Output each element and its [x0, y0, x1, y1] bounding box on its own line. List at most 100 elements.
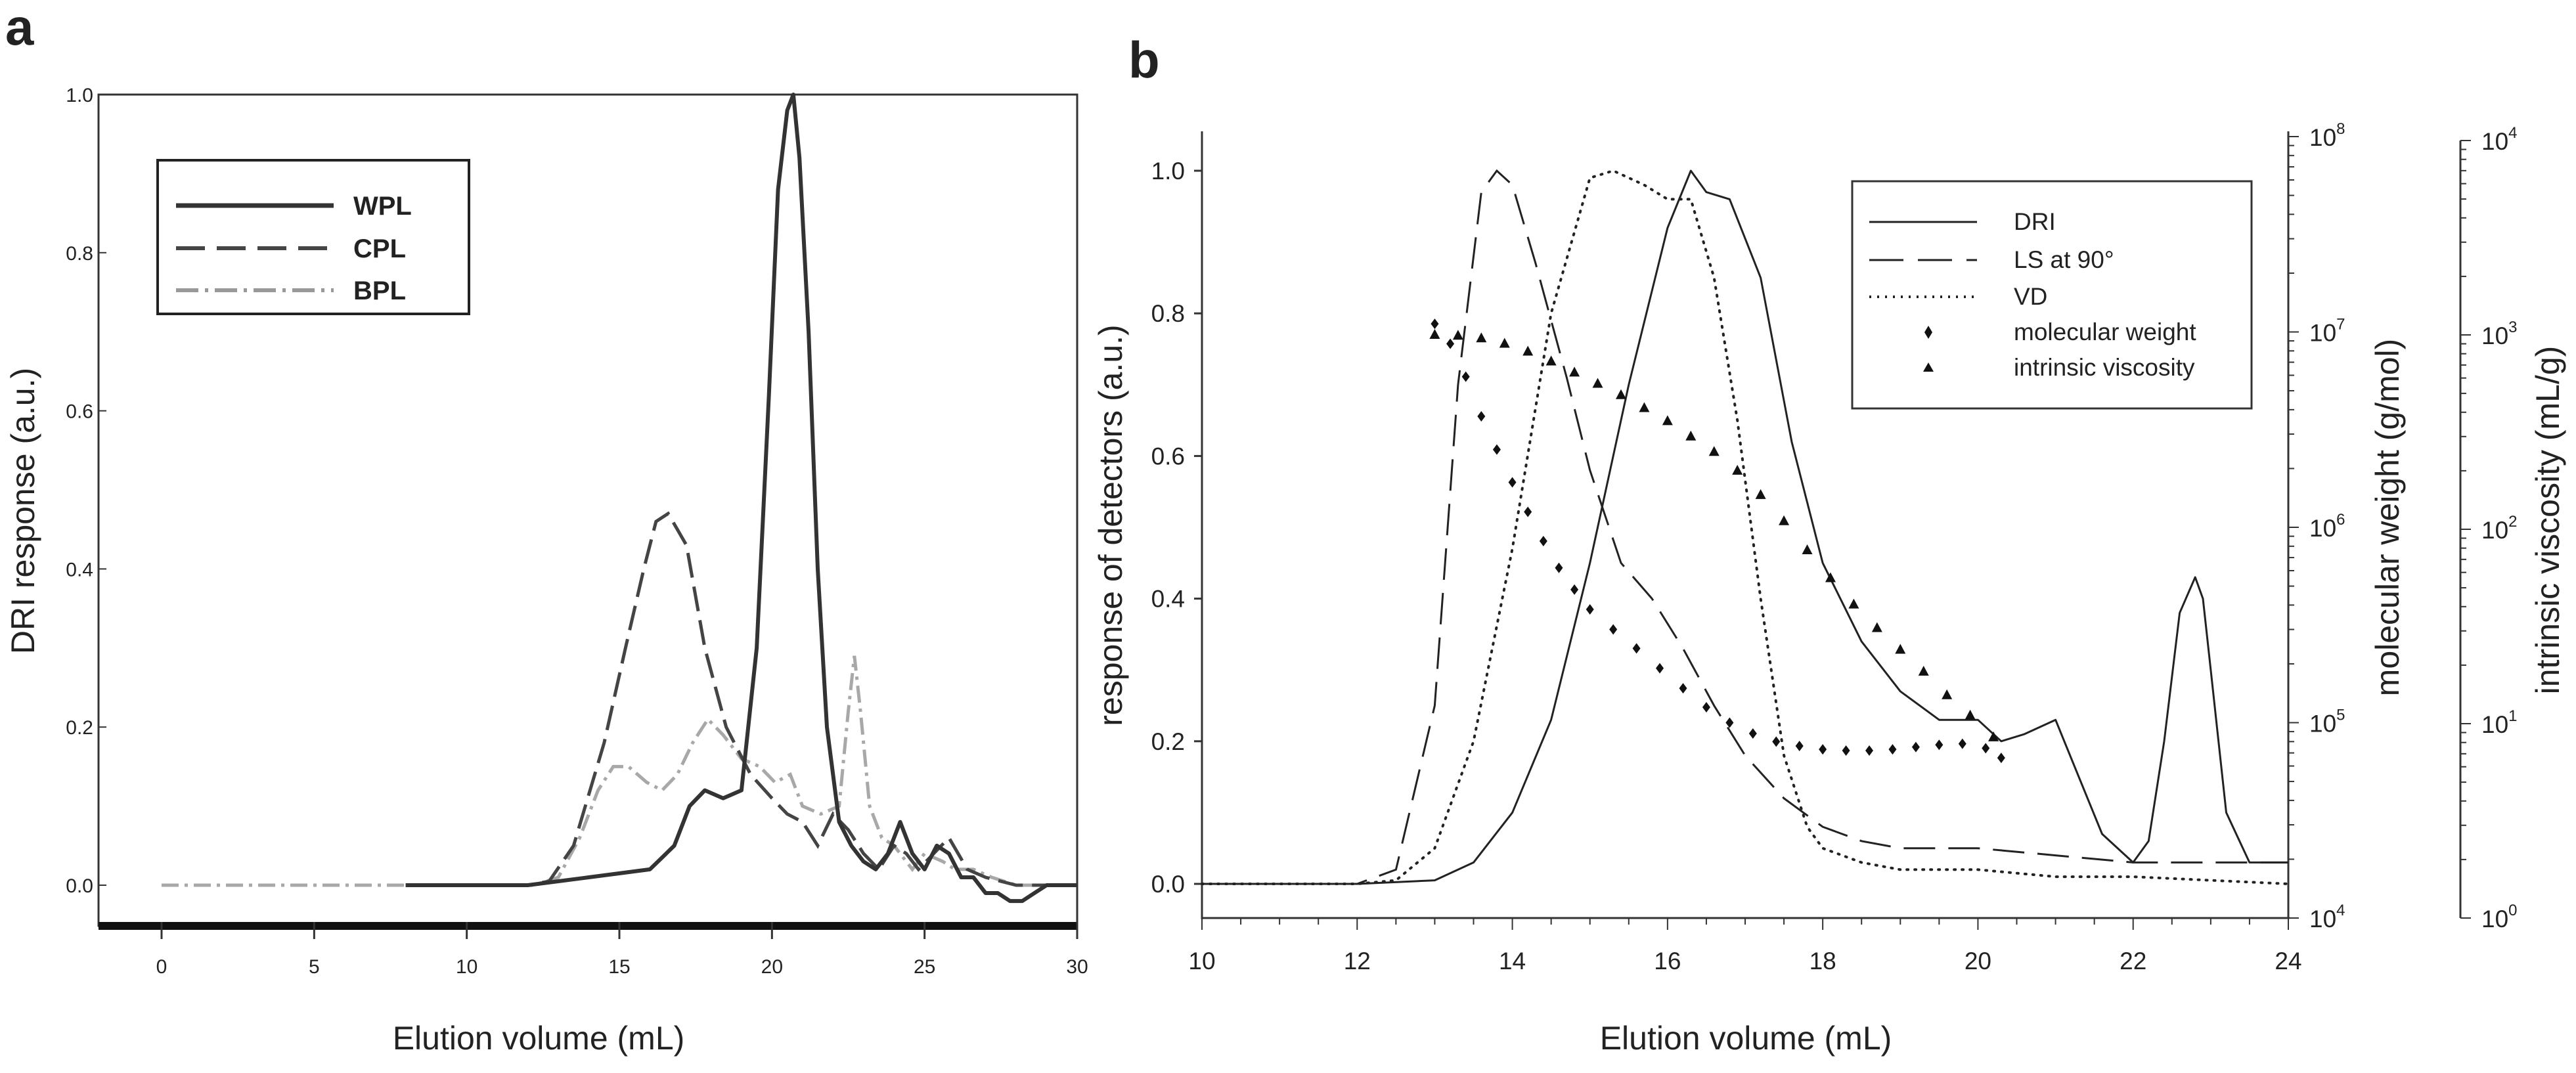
- iv-point: [1988, 731, 1999, 741]
- panel-b-y-axis-title: response of detectors (a.u.): [1092, 324, 1129, 726]
- legend-label-cpl: CPL: [353, 234, 406, 263]
- mw-point: [1725, 717, 1734, 728]
- mw-point: [1888, 744, 1897, 755]
- mw-point: [1477, 410, 1486, 422]
- legend-marker-mw: [1924, 326, 1932, 339]
- legend-marker-iv: [1923, 362, 1934, 372]
- panel-b-x-tick-label: 18: [1810, 948, 1836, 974]
- panel-a-x-axis-bar: [99, 922, 1077, 930]
- mw-point: [1656, 663, 1664, 674]
- panel-b-legend: DRI LS at 90° VD molecular weight intrin…: [1851, 180, 2253, 410]
- series-cpl-line: [405, 511, 1077, 887]
- mw-point: [1911, 741, 1920, 753]
- panel-b-mw-tick-label: 105: [2309, 707, 2345, 737]
- panel-b-iv-axis-title: intrinsic viscosity (mL/g): [2529, 346, 2566, 695]
- iv-point: [1592, 378, 1603, 388]
- panel-a-y-tick-label: 0.0: [66, 875, 93, 897]
- panel-b-label: b: [1128, 31, 1160, 89]
- iv-point: [1708, 446, 1720, 456]
- legend-label-mw: molecular weight: [2014, 318, 2196, 345]
- iv-point: [1499, 338, 1510, 348]
- panel-a-x-tick-label: 25: [914, 956, 935, 978]
- mw-point: [1958, 738, 1966, 749]
- panel-b-mw-tick-label: 107: [2309, 316, 2345, 347]
- iv-point: [1848, 598, 1859, 609]
- panel-b-x-tick-label: 14: [1499, 948, 1526, 974]
- panel-a-ticks: 0.0 0.2 0.4 0.6 0.8 1.0 0 5 10 15 20 25 30: [66, 85, 1088, 978]
- legend-label-dri: DRI: [2014, 208, 2056, 235]
- panel-b-x-tick-label: 20: [1965, 948, 1991, 974]
- iv-point: [1522, 345, 1534, 356]
- legend-label-ls: LS at 90°: [2014, 246, 2114, 273]
- mw-point: [1431, 318, 1439, 330]
- mw-point: [1609, 624, 1618, 635]
- panel-b-iv-tick-label: 100: [2481, 902, 2518, 932]
- panel-b-y-tick-label: 0.0: [1151, 871, 1185, 898]
- panel-b-y-tick-label: 1.0: [1151, 158, 1185, 185]
- panel-a-x-tick-label: 5: [309, 956, 320, 978]
- panel-b-iv-tick-label: 103: [2481, 318, 2518, 349]
- mw-point: [1586, 604, 1594, 615]
- panel-b-y-tick-label: 0.4: [1151, 586, 1185, 613]
- panel-b-iv-tick-label: 102: [2481, 513, 2518, 544]
- panel-b-mw-tick-label: 104: [2309, 902, 2345, 932]
- panel-b-iv-tick-label: 104: [2481, 124, 2518, 155]
- iv-point: [1802, 544, 1813, 554]
- iv-point: [1732, 464, 1743, 475]
- mw-point: [1842, 745, 1850, 756]
- panel-b-ticks: 0.0 0.2 0.4 0.6 0.8 1.0 10 12 14 16 18 20 22 24 104 105…: [1151, 120, 2518, 974]
- panel-a-series: [162, 93, 1077, 904]
- iv-point: [1779, 515, 1790, 525]
- panel-a-x-tick-label: 0: [156, 956, 167, 978]
- series-ls-line: [1202, 169, 2288, 885]
- iv-point: [1965, 709, 1976, 720]
- panel-b-x-tick-label: 10: [1188, 948, 1215, 974]
- iv-point: [1871, 622, 1882, 632]
- mw-point: [1935, 739, 1943, 751]
- mw-point: [1492, 444, 1501, 455]
- mw-point: [1539, 535, 1547, 546]
- mw-point: [1997, 753, 2005, 764]
- mw-point: [1702, 701, 1710, 712]
- legend-label-vd: VD: [2014, 283, 2047, 310]
- panel-b-mw-axis-title: molecular weight (g/mol): [2369, 339, 2406, 697]
- panel-b-mw-tick-label: 108: [2309, 120, 2345, 151]
- mw-point: [1632, 643, 1641, 654]
- iv-point: [1429, 329, 1440, 339]
- mw-point: [1679, 683, 1687, 694]
- mw-point: [1819, 744, 1827, 755]
- panel-a-x-tick-label: 10: [456, 956, 477, 978]
- panel-a-x-axis-title: Elution volume (mL): [393, 1020, 685, 1057]
- mw-point: [1524, 506, 1532, 517]
- panel-b-x-tick-label: 12: [1344, 948, 1371, 974]
- series-dri-line: [1202, 169, 2288, 885]
- panel-a-label: a: [5, 0, 34, 56]
- mw-point: [1446, 338, 1455, 349]
- panel-b-y-tick-label: 0.8: [1151, 300, 1185, 327]
- iv-point: [1918, 665, 1929, 676]
- panel-a-y-tick-label: 0.8: [66, 243, 93, 265]
- panel-b-series: [1201, 169, 2290, 885]
- iv-point: [1685, 430, 1697, 441]
- mw-point: [1795, 740, 1804, 751]
- mw-point: [1461, 371, 1470, 382]
- panel-a-y-tick-label: 0.6: [66, 401, 93, 423]
- iv-point: [1615, 389, 1626, 399]
- iv-point: [1452, 330, 1463, 340]
- mw-point: [1508, 477, 1517, 488]
- iv-point: [1825, 572, 1836, 582]
- iv-point: [1662, 415, 1673, 426]
- iv-point: [1895, 644, 1906, 654]
- mw-point: [1570, 584, 1579, 595]
- mw-point: [1982, 743, 1990, 754]
- panel-a-y-tick-label: 1.0: [66, 85, 93, 106]
- legend-label-wpl: WPL: [353, 192, 412, 221]
- panel-b-x-tick-label: 16: [1654, 948, 1681, 974]
- iv-point: [1545, 355, 1557, 366]
- panel-a-chart: a WPL CPL BPL DRI response (a.u.) Elutio…: [5, 0, 1088, 1057]
- panel-a-y-tick-label: 0.4: [66, 559, 93, 580]
- series-vd-line: [1201, 169, 2290, 885]
- mw-point: [1865, 745, 1874, 756]
- panel-b-x-tick-label: 24: [2275, 948, 2301, 974]
